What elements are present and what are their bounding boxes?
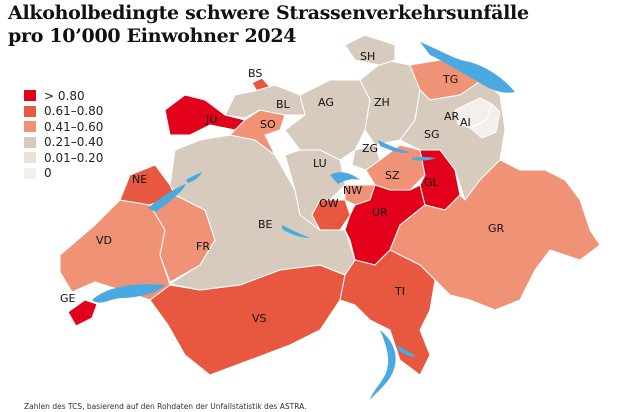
canton-label: JU: [205, 113, 217, 126]
canton-ge: [67, 299, 98, 327]
canton-label: OW: [319, 197, 339, 210]
canton-ow: [311, 199, 351, 231]
canton-labels: GE VD VS FR NE JU BE SO BS BL AG ZH SH TG SG AR AI LU ZG SZ…: [60, 50, 505, 325]
canton-label: GE: [60, 292, 76, 305]
lake-constance: [420, 42, 515, 93]
canton-ti: [339, 249, 436, 376]
canton-ag: [284, 79, 371, 161]
legend-swatch: [24, 105, 36, 117]
legend-item: 0.01–0.20: [24, 150, 103, 166]
canton-label: FR: [196, 240, 210, 253]
canton-label: SG: [424, 128, 440, 141]
legend-swatch: [24, 90, 36, 102]
legend-swatch: [24, 121, 36, 133]
canton-label: SO: [260, 118, 276, 131]
lake-lucerne: [330, 172, 360, 184]
canton-label: AG: [318, 96, 334, 109]
canton-label: NE: [132, 173, 147, 186]
legend-label: 0.21–0.40: [44, 135, 104, 150]
canton-label: SH: [360, 50, 375, 63]
canton-label: VS: [252, 312, 267, 325]
canton-label: NW: [343, 184, 362, 197]
title-line-2: pro 10’000 Einwohner 2024: [8, 25, 297, 47]
legend-label: 0.01–0.20: [44, 150, 104, 165]
lakes: [92, 42, 515, 400]
legend-swatch: [24, 167, 36, 179]
legend-swatch: [24, 152, 36, 164]
canton-bl: [224, 84, 306, 119]
canton-ai: [469, 103, 501, 139]
legend-item: 0.41–0.60: [24, 119, 103, 135]
canton-label: VD: [96, 234, 112, 247]
legend-item: 0.61–0.80: [24, 104, 103, 120]
canton-label: AI: [460, 116, 471, 129]
legend-label: 0.61–0.80: [44, 104, 104, 119]
legend-label: > 0.80: [44, 88, 85, 103]
lake-lugano: [398, 345, 416, 357]
title-line-1: Alkoholbedingte schwere Strassenverkehrs…: [8, 2, 529, 24]
canton-label: SZ: [385, 169, 400, 182]
canton-label: ZH: [374, 96, 390, 109]
legend-label: 0: [44, 166, 52, 181]
canton-label: GR: [488, 222, 505, 235]
canton-label: TI: [394, 285, 405, 298]
legend-item: 0.21–0.40: [24, 135, 103, 151]
canton-lu: [284, 149, 346, 231]
lake-walen: [412, 156, 436, 161]
legend-label: 0.41–0.60: [44, 119, 104, 134]
legend-swatch: [24, 136, 36, 148]
lake-neuchatel: [148, 184, 186, 212]
canton-sh: [344, 34, 396, 66]
canton-shapes: [59, 34, 601, 376]
canton-label: BE: [258, 218, 273, 231]
canton-label: AR: [444, 110, 460, 123]
canton-label: BS: [248, 67, 262, 80]
lake-maggiore: [370, 330, 396, 400]
lake-zurich: [378, 140, 410, 153]
legend: > 0.80 0.61–0.80 0.41–0.60 0.21–0.40 0.0…: [24, 88, 103, 181]
source-note: Zahlen des TCS, basierend auf den Rohdat…: [24, 402, 307, 411]
lake-biel: [186, 172, 202, 183]
canton-label: TG: [442, 73, 458, 86]
lake-thun: [282, 225, 310, 238]
canton-label: GL: [424, 176, 440, 189]
lake-geneva: [92, 284, 165, 303]
canton-so: [229, 109, 286, 156]
canton-label: UR: [372, 206, 388, 219]
canton-label: ZG: [362, 142, 378, 155]
legend-item: 0: [24, 166, 103, 182]
legend-item: > 0.80: [24, 88, 103, 104]
canton-label: LU: [313, 157, 327, 170]
canton-label: BL: [276, 98, 291, 111]
map-title: Alkoholbedingte schwere Strassenverkehrs…: [8, 2, 529, 48]
